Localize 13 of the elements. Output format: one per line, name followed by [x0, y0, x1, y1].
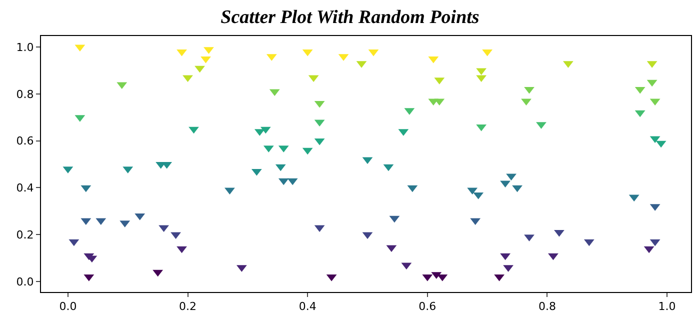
y-tick-label: 0.4: [16, 182, 34, 195]
x-tick-label: 0.8: [538, 300, 556, 314]
y-tick-label: 0.2: [16, 228, 34, 242]
x-tick-label: 0.2: [179, 300, 197, 314]
y-tick-label: 0.0: [16, 275, 34, 288]
y-tick-label: 1.0: [16, 40, 34, 54]
x-tick-label: 1.0: [658, 300, 676, 314]
y-tick-label: 0.8: [16, 88, 34, 101]
chart-title: Scatter Plot With Random Points: [220, 6, 480, 28]
y-tick-label: 0.6: [16, 134, 34, 148]
x-tick-label: 0.4: [298, 300, 316, 314]
x-tick-label: 0.6: [418, 300, 436, 314]
x-tick-label: 0.0: [59, 300, 77, 314]
